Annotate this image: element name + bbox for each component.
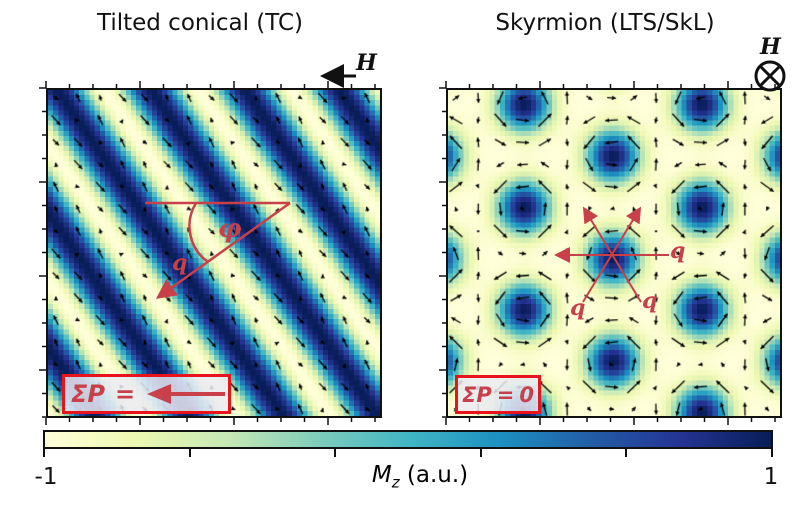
colorbar-tick xyxy=(334,449,337,457)
spin-arrows-skl xyxy=(448,90,780,416)
mz-unit: (a.u.) xyxy=(406,462,469,488)
field-into-page-icon xyxy=(754,60,786,92)
q-label-2: q xyxy=(570,295,586,321)
colorbar-tick xyxy=(625,449,628,457)
equals-sign: = xyxy=(114,380,136,408)
colorbar-tick xyxy=(771,449,773,457)
mz-subscript: z xyxy=(391,473,400,492)
right-panel-title: Skyrmion (LTS/SkL) xyxy=(495,10,715,36)
polarization-left-arrow-icon xyxy=(147,384,226,404)
equals-sign: = xyxy=(496,382,515,407)
left-panel-title: Tilted conical (TC) xyxy=(96,10,304,36)
q-label-3: q xyxy=(642,288,658,314)
skyrmion-map xyxy=(446,88,782,418)
field-label-skl: H xyxy=(760,34,781,60)
colorbar-tick xyxy=(43,449,45,457)
q-label-1: q xyxy=(670,238,686,264)
mz-symbol: M xyxy=(371,462,392,488)
q-label-tc: q xyxy=(172,250,188,276)
colorbar-label: Mz (a.u.) xyxy=(372,462,468,492)
mz-colorbar xyxy=(43,430,773,449)
colorbar-tick xyxy=(479,449,482,457)
spin-arrows-tc xyxy=(48,90,380,416)
phi-label: φ xyxy=(218,214,242,244)
polarization-box-skl: ΣP = 0 xyxy=(455,375,541,414)
colorbar-tick xyxy=(188,449,191,457)
sum-p-label: ΣP xyxy=(462,382,492,407)
polarization-box-tc: ΣP = xyxy=(62,374,231,414)
colorbar-min-label: -1 xyxy=(34,464,58,490)
colorbar-max-label: 1 xyxy=(763,464,779,490)
sum-p-label: ΣP xyxy=(71,380,105,408)
field-label-tc: H xyxy=(356,50,377,76)
polarization-value: 0 xyxy=(519,382,534,407)
tilted-conical-map xyxy=(46,88,382,418)
